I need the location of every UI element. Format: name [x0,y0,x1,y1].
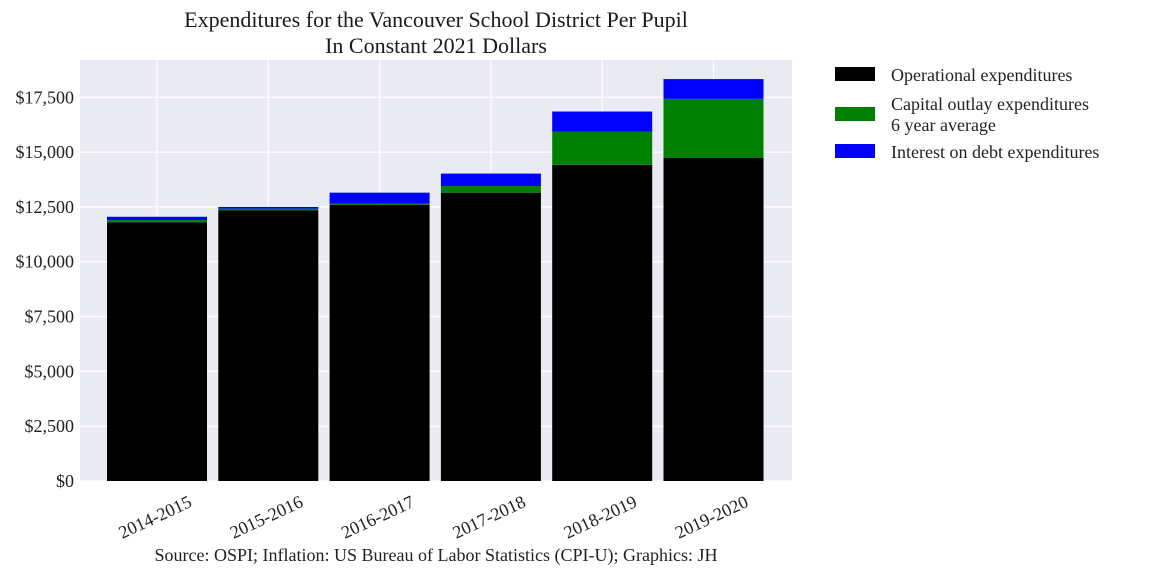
y-tick-label: $10,000 [16,252,75,272]
legend-swatch [835,144,875,158]
y-tick-label: $2,500 [25,416,75,436]
bar-segment [329,203,430,205]
bar-segment [107,220,207,223]
chart-title-line-2: In Constant 2021 Dollars [325,33,547,58]
bar-segment [107,216,207,221]
y-axis-ticks: $0 $2,500 $5,000 $7,500 $10,000 $12,500 $15,00… [16,87,75,491]
chart-title-line-1: Expenditures for the Vancouver School Di… [184,7,688,32]
bar-segment [440,192,541,481]
x-tick-label: 2015-2016 [227,491,306,542]
x-axis-ticks: 2014-2015 2015-2016 2016-2017 2017-2018 2018… [116,491,752,542]
bar-segment [663,98,764,159]
y-tick-label: $7,500 [25,307,75,327]
legend-swatch [835,67,875,81]
y-tick-label: $0 [56,471,74,491]
bar-segment [440,173,541,187]
x-tick-label: 2019-2020 [672,491,751,542]
bar-segment [107,222,207,481]
y-tick-label: $15,000 [16,142,75,162]
bar-segment [329,192,430,204]
legend-label: Operational expenditures [891,65,1072,85]
x-tick-label: 2017-2018 [449,491,528,542]
bar-segment [218,210,319,482]
x-tick-label: 2016-2017 [338,491,417,542]
x-tick-label: 2014-2015 [116,491,195,542]
legend-swatch [835,107,875,121]
bar-segment [329,204,430,481]
bar-segment [552,164,653,481]
legend-label: Capital outlay expenditures 6 year averag… [891,94,1089,135]
bar-segment [552,131,653,165]
bar-segment [218,206,319,209]
source-note: Source: OSPI; Inflation: US Bureau of La… [155,545,718,566]
y-tick-label: $5,000 [25,361,75,381]
legend-label: Interest on debt expenditures [891,142,1099,162]
legend: Operational expenditures Capital outlay e… [835,65,1099,162]
y-tick-label: $17,500 [16,87,75,107]
x-tick-label: 2018-2019 [561,491,640,542]
bar-segment [440,186,541,193]
y-tick-label: $12,500 [16,197,75,217]
bar-segment [663,158,764,481]
chart-title: Expenditures for the Vancouver School Di… [184,7,688,58]
bar-segment [218,208,319,211]
bar-segment [552,111,653,132]
bars [107,79,764,482]
bar-segment [663,79,764,99]
